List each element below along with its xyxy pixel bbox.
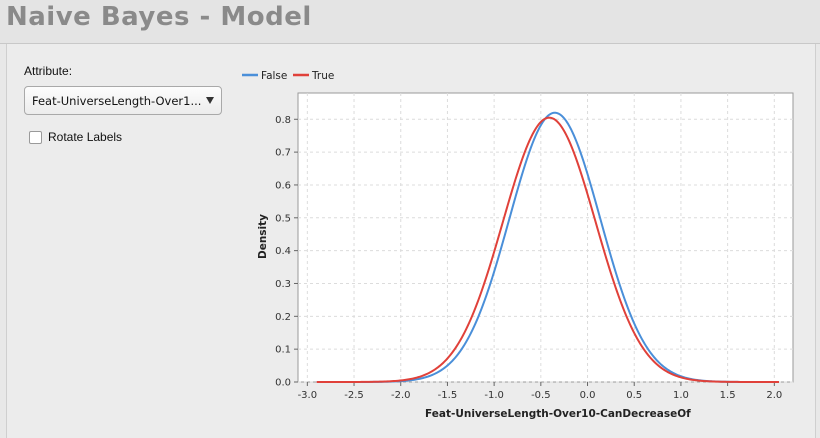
- chart-axes: -3.0 -2.5 -2.0 -1.5 -1.0 -0.5 0.0 0.5 1.0 1.5 2.0 0…: [275, 115, 782, 401]
- y-tick-label: 0.0: [275, 378, 291, 389]
- y-tick-label: 0.5: [275, 213, 291, 224]
- chart-series: [316, 111, 779, 383]
- x-tick-label: 0.5: [626, 390, 642, 401]
- legend-label-false: False: [261, 70, 287, 82]
- x-tick-label: 0.0: [580, 390, 596, 401]
- attribute-select[interactable]: Feat-UniverseLength-Over1...: [24, 86, 222, 115]
- legend-label-true: True: [311, 70, 334, 82]
- rotate-labels-label[interactable]: Rotate Labels: [48, 130, 123, 144]
- rotate-labels-checkbox[interactable]: [29, 131, 42, 144]
- plot-area: [297, 92, 794, 383]
- x-tick-label: -0.5: [531, 390, 551, 401]
- y-tick-label: 0.1: [275, 345, 291, 356]
- x-tick-label: -1.5: [438, 390, 458, 401]
- x-axis-label: Feat-UniverseLength-Over10-CanDecreaseOf: [425, 408, 691, 420]
- attribute-label: Attribute:: [24, 64, 73, 78]
- x-tick-label: -2.0: [391, 390, 411, 401]
- chart-legend: False True: [242, 70, 334, 82]
- window-title: Naive Bayes - Model: [6, 2, 312, 32]
- attribute-select-value: Feat-UniverseLength-Over1...: [32, 94, 202, 108]
- x-tick-label: 1.5: [720, 390, 736, 401]
- x-tick-label: 2.0: [766, 390, 782, 401]
- chart-grid: [298, 93, 793, 383]
- y-tick-label: 0.8: [275, 115, 291, 126]
- y-tick-label: 0.6: [275, 180, 291, 191]
- chevron-down-icon[interactable]: [206, 97, 214, 104]
- y-tick-label: 0.4: [275, 246, 291, 257]
- y-tick-label: 0.7: [275, 148, 291, 159]
- y-tick-label: 0.3: [275, 279, 291, 290]
- x-tick-label: -1.0: [484, 390, 504, 401]
- x-tick-label: -3.0: [298, 390, 318, 401]
- y-axis-label: Density: [257, 214, 269, 259]
- x-tick-label: 1.0: [673, 390, 689, 401]
- series-line-true: [316, 116, 779, 383]
- y-tick-label: 0.2: [275, 312, 291, 323]
- x-tick-label: -2.5: [344, 390, 364, 401]
- title-bar: Naive Bayes - Model: [0, 0, 820, 44]
